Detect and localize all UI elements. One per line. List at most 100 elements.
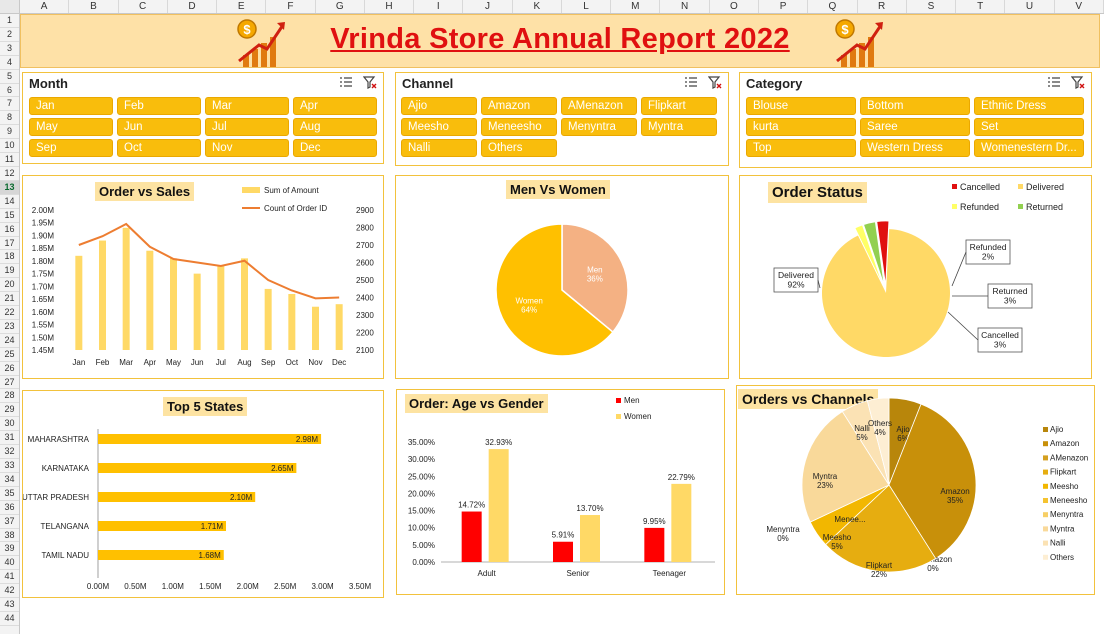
row-header[interactable]: 40 xyxy=(0,556,19,571)
slicer-item-saree[interactable]: Saree xyxy=(860,118,970,136)
slicer-item-jan[interactable]: Jan xyxy=(29,97,113,115)
row-header[interactable]: 25 xyxy=(0,348,19,362)
row-header[interactable]: 20 xyxy=(0,278,19,293)
slicer-item-nov[interactable]: Nov xyxy=(205,139,289,157)
row-header[interactable]: 5 xyxy=(0,70,19,84)
row-header[interactable]: 36 xyxy=(0,501,19,515)
row-header[interactable]: 31 xyxy=(0,431,19,446)
row-header[interactable]: 18 xyxy=(0,250,19,265)
row-header[interactable]: 44 xyxy=(0,612,19,626)
row-header[interactable]: 32 xyxy=(0,445,19,459)
clear-filter-icon[interactable] xyxy=(363,76,377,89)
slicer-item-nalli[interactable]: Nalli xyxy=(401,139,477,157)
slicer-item-mar[interactable]: Mar xyxy=(205,97,289,115)
column-header[interactable]: K xyxy=(513,0,562,13)
column-header[interactable]: I xyxy=(414,0,464,13)
row-header[interactable]: 28 xyxy=(0,389,19,404)
row-header[interactable]: 23 xyxy=(0,320,19,334)
slicer-item-jun[interactable]: Jun xyxy=(117,118,201,136)
row-header[interactable]: 4 xyxy=(0,56,19,70)
column-header[interactable]: U xyxy=(1005,0,1055,13)
row-header[interactable]: 16 xyxy=(0,223,19,237)
column-header[interactable]: G xyxy=(316,0,365,13)
age-vs-gender-chart[interactable]: Order: Age vs Gender 35.00% 30.00% 25.00% 2… xyxy=(396,389,725,595)
row-header[interactable]: 30 xyxy=(0,417,19,432)
slicer-item-sep[interactable]: Sep xyxy=(29,139,113,157)
slicer-item-ethnic-dress[interactable]: Ethnic Dress xyxy=(974,97,1084,115)
row-header[interactable]: 22 xyxy=(0,306,19,320)
row-header[interactable]: 27 xyxy=(0,376,19,390)
slicer-item-flipkart[interactable]: Flipkart xyxy=(641,97,717,115)
row-headers[interactable]: 1 2 3 4 5 6 7 8 9 10 11 12 13 14 15 16 17 18 19 20 21 22 23 24 2… xyxy=(0,14,20,634)
row-header[interactable]: 3 xyxy=(0,42,19,56)
column-header[interactable]: D xyxy=(168,0,218,13)
column-header[interactable]: S xyxy=(907,0,957,13)
slicer-item-meneesho[interactable]: Meneesho xyxy=(481,118,557,136)
slicer-item-bottom[interactable]: Bottom xyxy=(860,97,970,115)
column-header[interactable]: C xyxy=(119,0,168,13)
slicer-item-myntra[interactable]: Myntra xyxy=(641,118,717,136)
row-header[interactable]: 41 xyxy=(0,570,19,585)
slicer-item-amazon[interactable]: Amazon xyxy=(481,97,557,115)
column-header[interactable]: M xyxy=(611,0,661,13)
slicer-item-apr[interactable]: Apr xyxy=(293,97,377,115)
column-header[interactable]: V xyxy=(1055,0,1104,13)
column-header[interactable]: L xyxy=(562,0,612,13)
slicer-item-menyntra[interactable]: Menyntra xyxy=(561,118,637,136)
row-header[interactable]: 6 xyxy=(0,84,19,98)
column-header[interactable]: A xyxy=(20,0,70,13)
clear-filter-icon[interactable] xyxy=(708,76,722,89)
row-header[interactable]: 19 xyxy=(0,264,19,279)
slicer-item-may[interactable]: May xyxy=(29,118,113,136)
row-header[interactable]: 21 xyxy=(0,292,19,307)
slicer-item-top[interactable]: Top xyxy=(746,139,856,157)
column-header[interactable]: N xyxy=(660,0,710,13)
row-header[interactable]: 13 xyxy=(0,180,19,195)
slicer-item-feb[interactable]: Feb xyxy=(117,97,201,115)
column-header[interactable]: F xyxy=(266,0,316,13)
column-header[interactable]: O xyxy=(710,0,759,13)
top-5-states-chart[interactable]: Top 5 States MAHARASHTRA 2.98M KARNATAKA 2.… xyxy=(22,390,384,598)
row-header[interactable]: 15 xyxy=(0,209,19,223)
column-header[interactable]: R xyxy=(858,0,907,13)
clear-filter-icon[interactable] xyxy=(1071,76,1085,89)
row-header[interactable]: 26 xyxy=(0,362,19,376)
column-header[interactable]: J xyxy=(463,0,513,13)
row-header[interactable]: 8 xyxy=(0,111,19,126)
slicer-item-aug[interactable]: Aug xyxy=(293,118,377,136)
slicer-item-jul[interactable]: Jul xyxy=(205,118,289,136)
multi-select-icon[interactable] xyxy=(684,76,698,89)
row-header[interactable]: 9 xyxy=(0,125,19,140)
slicer-item-ajio[interactable]: Ajio xyxy=(401,97,477,115)
select-all-corner[interactable] xyxy=(0,0,20,14)
row-header[interactable]: 2 xyxy=(0,28,19,42)
column-header[interactable]: Q xyxy=(808,0,858,13)
row-header[interactable]: 29 xyxy=(0,403,19,418)
row-header[interactable]: 10 xyxy=(0,139,19,154)
row-header[interactable]: 17 xyxy=(0,237,19,251)
slicer-item-meesho[interactable]: Meesho xyxy=(401,118,477,136)
slicer-item-others[interactable]: Others xyxy=(481,139,557,157)
slicer-item-dec[interactable]: Dec xyxy=(293,139,377,157)
row-header[interactable]: 38 xyxy=(0,529,19,543)
slicer-item-womenestern-dr[interactable]: Womenestern Dr... xyxy=(974,139,1084,157)
row-header[interactable]: 24 xyxy=(0,334,19,348)
multi-select-icon[interactable] xyxy=(1047,76,1061,89)
column-header[interactable]: P xyxy=(759,0,809,13)
column-header[interactable]: T xyxy=(956,0,1006,13)
column-header[interactable]: H xyxy=(365,0,415,13)
slicer-item-western-dress[interactable]: Western Dress xyxy=(860,139,970,157)
row-header[interactable]: 35 xyxy=(0,487,19,501)
row-header[interactable]: 12 xyxy=(0,167,19,181)
row-header[interactable]: 1 xyxy=(0,14,19,28)
row-header[interactable]: 14 xyxy=(0,195,19,209)
slicer-item-amenazon[interactable]: AMenazon xyxy=(561,97,637,115)
row-header[interactable]: 33 xyxy=(0,459,19,473)
row-header[interactable]: 11 xyxy=(0,153,19,167)
row-header[interactable]: 37 xyxy=(0,515,19,529)
slicer-item-oct[interactable]: Oct xyxy=(117,139,201,157)
men-vs-women-chart[interactable]: Men Vs Women Men 36% Women 64% xyxy=(395,175,729,379)
column-header[interactable]: E xyxy=(217,0,267,13)
